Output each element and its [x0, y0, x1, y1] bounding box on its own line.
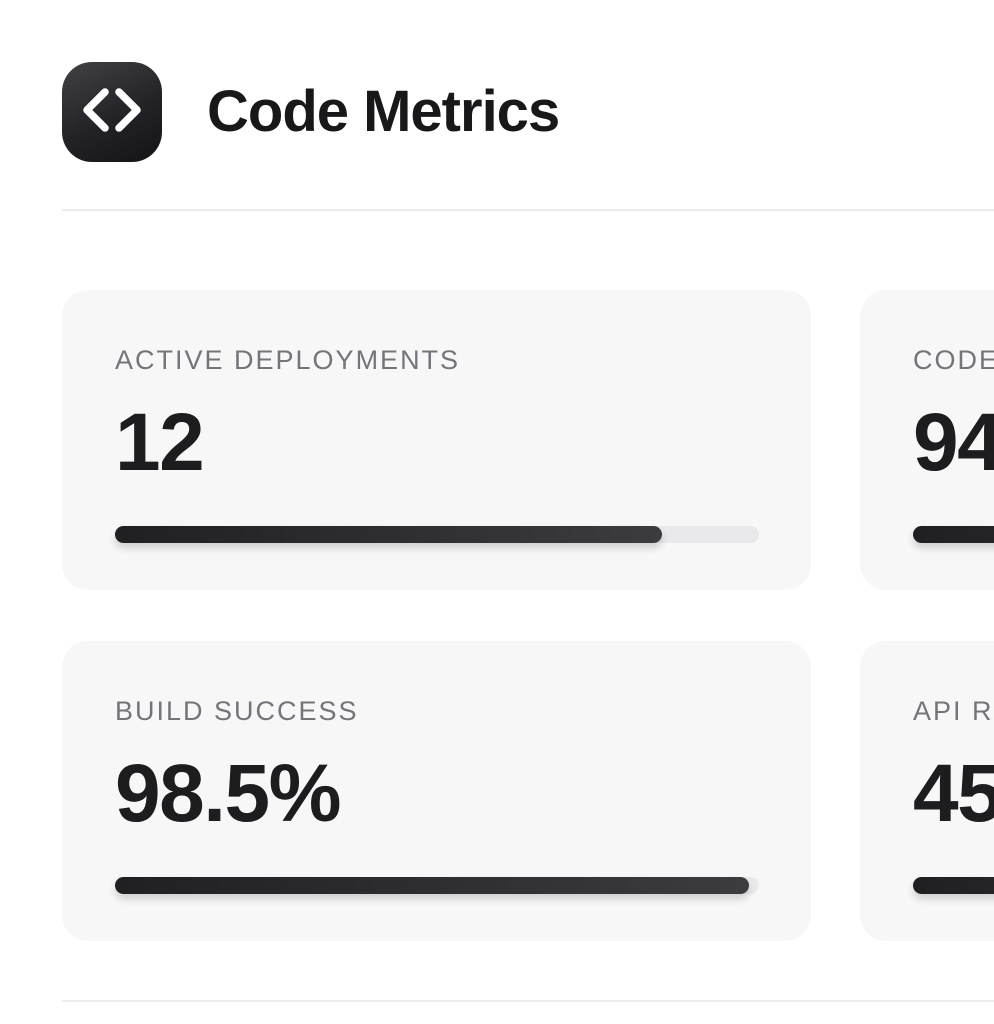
metric-value: 94 [913, 397, 994, 489]
metric-value: 12 [115, 397, 205, 489]
metric-label: API R [913, 696, 994, 726]
page-title: Code Metrics [207, 79, 560, 144]
code-angle-brackets-icon [62, 60, 162, 165]
progress-fill [115, 526, 663, 544]
progress-track [913, 877, 994, 895]
metric-label: ACTIVE DEPLOYMENTS [115, 345, 461, 375]
progress-track [115, 526, 759, 544]
header: Code Metrics [0, 0, 994, 162]
header-divider [62, 209, 994, 211]
metric-label: CODE [913, 345, 994, 375]
progress-fill [913, 877, 994, 895]
metric-label: BUILD SUCCESS [115, 696, 359, 726]
metric-card: ACTIVE DEPLOYMENTS 12 [62, 290, 811, 590]
progress-fill [913, 526, 994, 544]
progress-fill [115, 877, 750, 895]
metric-card: API R 45 [860, 641, 994, 941]
metrics-grid: ACTIVE DEPLOYMENTS 12 CODE 94 BUILD SUCC… [62, 290, 994, 941]
metric-card: BUILD SUCCESS 98.5% [62, 641, 811, 941]
code-badge [62, 62, 162, 162]
progress-track [913, 526, 994, 544]
progress-track [115, 877, 759, 895]
footer-divider [62, 1000, 994, 1002]
metric-card: CODE 94 [860, 290, 994, 590]
metric-value: 45 [913, 748, 994, 840]
metric-value: 98.5% [115, 748, 342, 840]
